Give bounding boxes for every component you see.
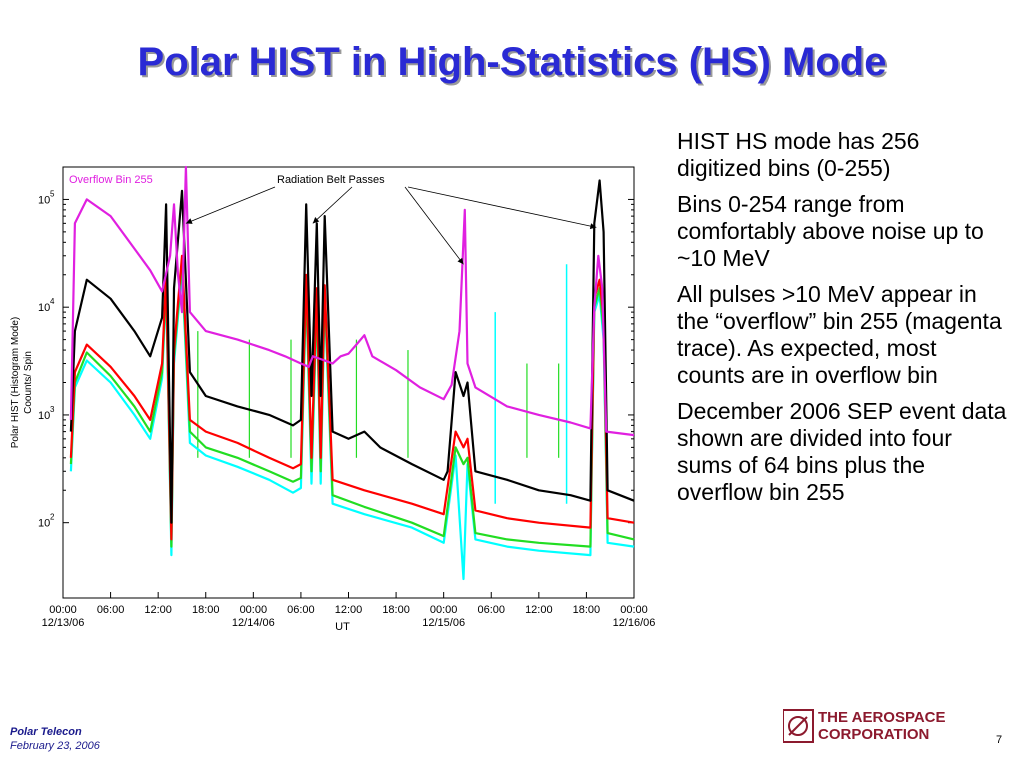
footer: Polar Telecon February 23, 2006 (10, 725, 100, 753)
y-tick-exponent: 4 (50, 297, 55, 306)
series-line (69, 254, 635, 541)
x-tick-label: 00:00 (49, 604, 77, 616)
logo-text: THE AEROSPACE CORPORATION (818, 709, 946, 743)
slide-title: Polar HIST in High-Statistics (HS) Mode (137, 40, 887, 84)
annotation-arrow (312, 186, 353, 224)
x-tick-date: 12/14/06 (232, 617, 275, 629)
x-tick-label: 06:00 (97, 604, 125, 616)
y-tick-exponent: 5 (50, 189, 55, 198)
series-line (69, 269, 635, 581)
x-tick-label: 18:00 (382, 604, 410, 616)
aerospace-logo-icon (783, 709, 814, 743)
bullet-item: December 2006 SEP event data shown are d… (677, 398, 1007, 505)
y-tick-exponent: 3 (50, 405, 55, 414)
x-tick-label: 00:00 (240, 604, 268, 616)
arrow-head (589, 223, 597, 230)
annotation-arrow (404, 186, 464, 265)
page-number: 7 (996, 734, 1003, 746)
series-line (69, 179, 635, 524)
arrow-head (457, 257, 464, 265)
x-tick-date: 12/16/06 (613, 617, 656, 629)
x-tick-date: 12/13/06 (42, 617, 85, 629)
x-tick-label: 06:00 (477, 604, 505, 616)
arrow-head (185, 218, 193, 224)
x-tick-label: 18:00 (573, 604, 601, 616)
x-tick-label: 00:00 (620, 604, 648, 616)
x-tick-label: 18:00 (192, 604, 220, 616)
bullet-item: HIST HS mode has 256 digitized bins (0-2… (677, 128, 920, 181)
overflow-bin-label: Overflow Bin 255 (69, 174, 153, 186)
logo-line-2: CORPORATION (818, 726, 930, 743)
series-line (69, 263, 635, 548)
x-tick-label: 12:00 (525, 604, 553, 616)
y-axis-label-units: Coounts/ Spin (23, 351, 34, 414)
y-tick-label: 10 (38, 194, 50, 206)
y-tick-label: 10 (38, 302, 50, 314)
footer-title: Polar Telecon (10, 726, 82, 738)
x-tick-label: 06:00 (287, 604, 315, 616)
bullet-item: All pulses >10 MeV appear in the “overfl… (677, 281, 1002, 388)
series-line (69, 165, 635, 437)
bullet-list: HIST HS mode has 256 digitized bins (0-2… (677, 128, 1007, 515)
x-tick-label: 00:00 (430, 604, 458, 616)
footer-date: February 23, 2006 (10, 740, 100, 752)
plot-frame (62, 166, 635, 599)
x-tick-label: 12:00 (335, 604, 363, 616)
annotation-arrow (185, 186, 276, 224)
y-tick-label: 10 (38, 410, 50, 422)
radiation-belt-label: Radiation Belt Passes (277, 174, 385, 186)
y-axis-label: Polar HIST (Histogram Mode) (10, 317, 21, 449)
y-tick-label: 10 (38, 518, 50, 530)
logo-line-1: THE AEROSPACE (818, 709, 946, 726)
bullet-item: Bins 0-254 range from comfortably above … (677, 191, 984, 271)
annotation-arrow (407, 186, 597, 228)
y-tick-exponent: 2 (50, 513, 55, 522)
x-axis-label: UT (335, 621, 350, 633)
x-tick-date: 12/15/06 (422, 617, 465, 629)
x-tick-label: 12:00 (144, 604, 172, 616)
arrow-head (312, 217, 320, 224)
